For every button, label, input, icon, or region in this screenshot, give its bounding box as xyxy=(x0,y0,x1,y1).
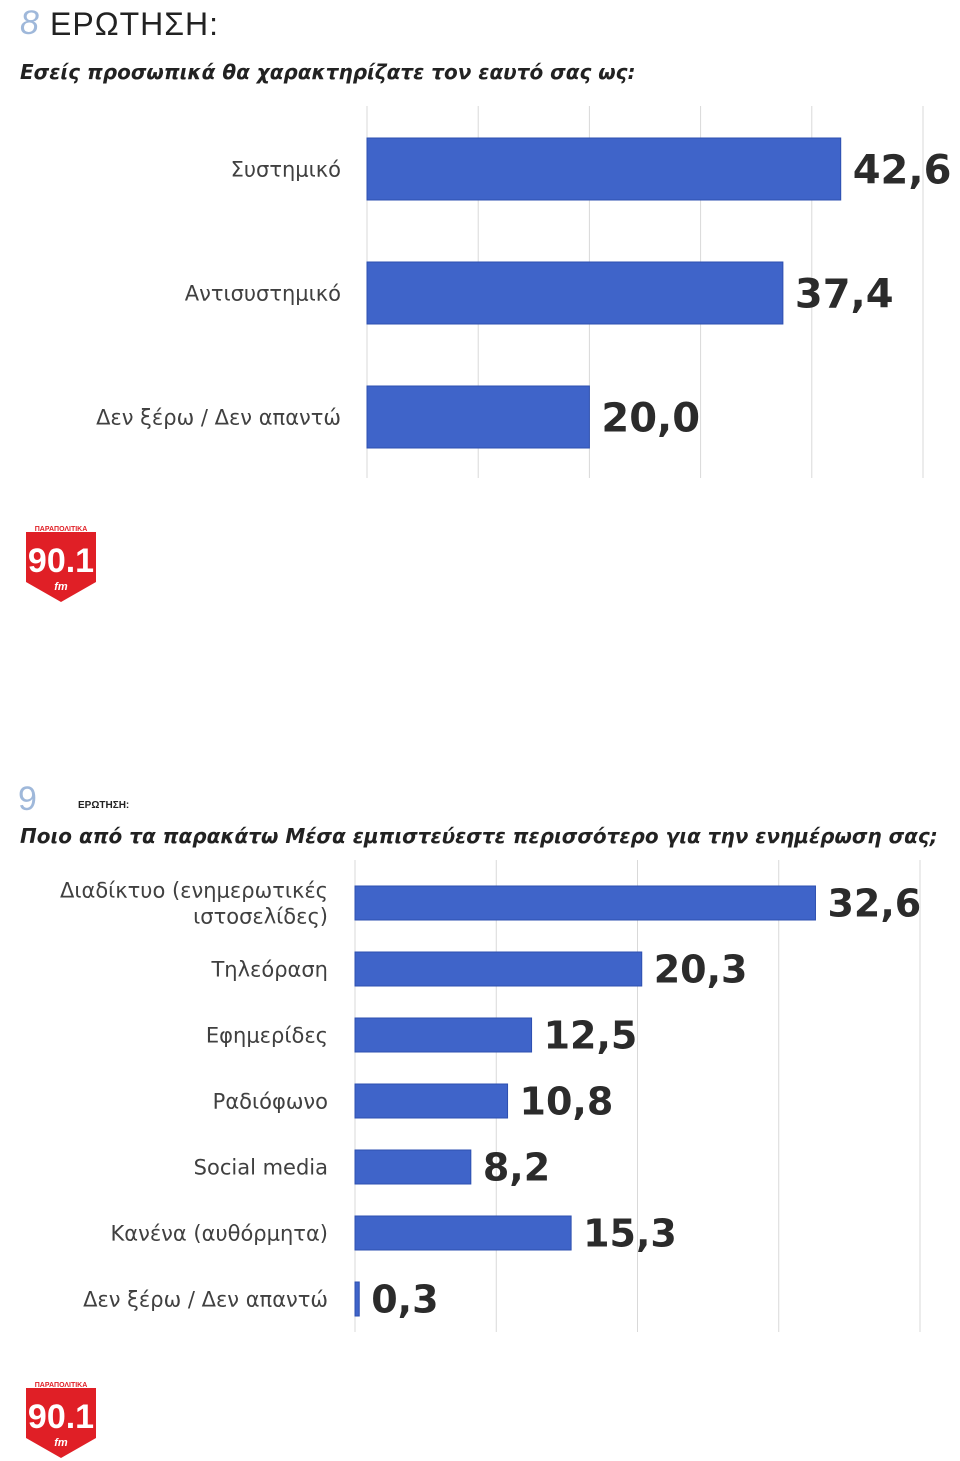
data-label: 15,3 xyxy=(583,1212,677,1256)
category-label: Διαδίκτυο (ενημερωτικές xyxy=(60,878,328,902)
data-label: 32,6 xyxy=(827,882,921,926)
question-text: Εσείς προσωπικά θα χαρακτηρίζατε τον εαυ… xyxy=(20,60,636,84)
svg-text:fm: fm xyxy=(54,581,68,593)
question-8-section: 8 ΕΡΩΤΗΣΗ: Εσείς προσωπικά θα χαρακτηρίζ… xyxy=(0,0,960,640)
data-label: 20,3 xyxy=(654,948,748,992)
bar xyxy=(366,385,590,449)
category-label: Κανένα (αυθόρμητα) xyxy=(110,1222,328,1246)
bar xyxy=(354,1215,572,1251)
question-9-section: 9 ΕΡΩΤΗΣΗ: Ποιο από τα παρακάτω Μέσα εμπ… xyxy=(0,780,960,1461)
data-label: 42,6 xyxy=(853,147,952,193)
category-label: Τηλεόραση xyxy=(210,958,328,982)
question-label: ΕΡΩΤΗΣΗ: xyxy=(50,6,220,42)
category-label: Social media xyxy=(194,1156,328,1180)
bar xyxy=(354,1083,509,1119)
category-label: Αντισυστημικό xyxy=(185,282,341,306)
svg-text:ΠΑΡΑΠΟΛΙΤΙΚΑ: ΠΑΡΑΠΟΛΙΤΙΚΑ xyxy=(35,526,88,533)
bar xyxy=(354,885,816,921)
data-label: 37,4 xyxy=(795,271,894,317)
category-label: Συστημικό xyxy=(231,158,341,182)
question-label: ΕΡΩΤΗΣΗ: xyxy=(78,800,130,811)
chart-trusted-media: 32,6 Διαδίκτυο (ενημερωτικές ιστοσελίδες) 2… xyxy=(60,860,921,1332)
data-label: 12,5 xyxy=(544,1014,638,1058)
svg-text:ΠΑΡΑΠΟΛΙΤΙΚΑ: ΠΑΡΑΠΟΛΙΤΙΚΑ xyxy=(35,1382,88,1389)
bar xyxy=(354,1149,472,1185)
question-number: 9 xyxy=(18,780,37,818)
question-text: Ποιο από τα παρακάτω Μέσα εμπιστεύεστε π… xyxy=(20,824,938,848)
bar xyxy=(366,137,842,201)
svg-text:fm: fm xyxy=(54,1437,68,1449)
category-label: ιστοσελίδες) xyxy=(193,905,328,929)
category-label: Δεν ξέρω / Δεν απαντώ xyxy=(96,406,341,430)
category-label: Ραδιόφωνο xyxy=(213,1090,328,1114)
data-label: 10,8 xyxy=(520,1080,614,1124)
radio-90-1-logo: ΠΑΡΑΠΟΛΙΤΙΚΑ 90.1 fm xyxy=(26,524,96,602)
category-label: Δεν ξέρω / Δεν απαντώ xyxy=(83,1288,328,1312)
bar xyxy=(354,951,643,987)
data-label: 8,2 xyxy=(483,1146,550,1190)
data-label: 0,3 xyxy=(371,1278,438,1322)
svg-text:90.1: 90.1 xyxy=(28,1398,94,1436)
chart-self-characterization: 42,6 Συστημικό 37,4 Αντισυστημικό 20,0 Δεν ξέ… xyxy=(96,106,952,478)
svg-text:90.1: 90.1 xyxy=(28,542,94,580)
category-label: Εφημερίδες xyxy=(206,1024,328,1048)
question-number: 8 xyxy=(20,4,39,42)
bar xyxy=(366,261,784,325)
bar xyxy=(354,1281,360,1317)
bar xyxy=(354,1017,533,1053)
data-label: 20,0 xyxy=(601,395,700,441)
radio-90-1-logo: ΠΑΡΑΠΟΛΙΤΙΚΑ 90.1 fm xyxy=(26,1380,96,1458)
